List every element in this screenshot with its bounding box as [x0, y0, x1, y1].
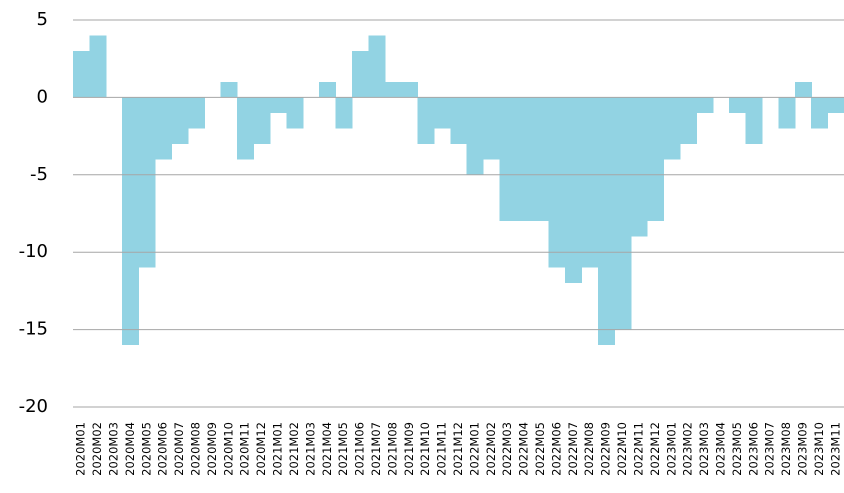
area-step: [532, 97, 550, 222]
area-step: [581, 97, 599, 268]
area-step: [450, 97, 468, 144]
x-tick-label: 2022M08: [582, 422, 596, 476]
x-tick-label: 2021M02: [287, 422, 301, 476]
y-tick-label: 5: [37, 9, 48, 30]
y-tick-label: 0: [37, 86, 48, 107]
x-tick-label: 2022M03: [500, 422, 514, 476]
area-step: [401, 81, 419, 98]
x-tick-label: 2023M03: [697, 422, 711, 476]
x-tick-label: 2021M12: [451, 422, 465, 476]
area-step: [286, 97, 304, 129]
x-tick-label: 2020M11: [238, 422, 252, 476]
x-tick-label: 2020M03: [107, 422, 121, 476]
x-tick-label: 2021M08: [385, 422, 399, 476]
area-step: [138, 97, 156, 268]
x-tick-label: 2021M10: [418, 422, 432, 476]
x-tick-label: 2021M07: [369, 422, 383, 476]
area-step: [499, 97, 517, 222]
area-step: [417, 97, 435, 144]
x-tick-label: 2023M04: [713, 422, 727, 476]
x-tick-label: 2020M02: [90, 422, 104, 476]
area-step: [745, 97, 763, 144]
area-step: [597, 97, 615, 346]
area-step: [269, 97, 287, 113]
x-tick-label: 2020M10: [221, 422, 235, 476]
area-step: [811, 97, 829, 129]
area-step: [433, 97, 451, 129]
area-step: [466, 97, 484, 175]
x-tick-label: 2022M10: [615, 422, 629, 476]
area-step: [696, 97, 714, 113]
area-step: [794, 81, 812, 98]
x-tick-label: 2021M06: [353, 422, 367, 476]
area-step: [335, 97, 353, 129]
area-step: [778, 97, 796, 129]
y-tick-label: -20: [19, 396, 48, 417]
x-tick-label: 2023M01: [664, 422, 678, 476]
x-tick-label: 2022M07: [566, 422, 580, 476]
area-step: [729, 97, 747, 113]
area-step: [827, 97, 844, 113]
x-tick-label: 2023M11: [828, 422, 842, 476]
x-tick-label: 2020M08: [189, 422, 203, 476]
area-step: [614, 97, 632, 330]
x-tick-label: 2021M01: [271, 422, 285, 476]
x-tick-label: 2020M07: [172, 422, 186, 476]
area-step: [548, 97, 566, 268]
area-step: [679, 97, 697, 144]
x-tick-label: 2022M04: [517, 422, 531, 476]
x-tick-label: 2022M02: [484, 422, 498, 476]
area-step: [122, 97, 140, 346]
x-tick-label: 2021M09: [402, 422, 416, 476]
x-tick-label: 2022M12: [648, 422, 662, 476]
x-tick-label: 2023M07: [763, 422, 777, 476]
area-step: [483, 97, 501, 160]
x-tick-label: 2021M11: [435, 422, 449, 476]
x-tick-label: 2022M06: [549, 422, 563, 476]
x-tick-label: 2023M09: [795, 422, 809, 476]
area-step: [171, 97, 189, 144]
x-tick-label: 2020M09: [205, 422, 219, 476]
x-tick-label: 2020M05: [139, 422, 153, 476]
x-tick-label: 2021M03: [303, 422, 317, 476]
area-step: [89, 35, 107, 98]
area-step: [155, 97, 173, 160]
area-step: [73, 50, 91, 98]
area-step: [368, 35, 386, 98]
area-step: [319, 81, 337, 98]
area-step: [253, 97, 271, 144]
x-tick-label: 2020M06: [156, 422, 170, 476]
x-tick-label: 2022M11: [631, 422, 645, 476]
area-step: [220, 81, 238, 98]
area-step: [351, 50, 369, 98]
x-tick-label: 2021M05: [336, 422, 350, 476]
x-tick-label: 2022M05: [533, 422, 547, 476]
x-tick-label: 2022M01: [467, 422, 481, 476]
x-tick-label: 2020M01: [74, 422, 88, 476]
area-step: [663, 97, 681, 160]
area-step: [237, 97, 255, 160]
area-step: [384, 81, 402, 98]
x-tick-label: 2022M09: [599, 422, 613, 476]
area-step: [647, 97, 665, 222]
x-tick-label: 2020M12: [254, 422, 268, 476]
area-step: [187, 97, 205, 129]
x-tick-label: 2023M06: [746, 422, 760, 476]
area-step: [630, 97, 648, 237]
x-tick-label: 2021M04: [320, 422, 334, 476]
y-tick-label: -10: [19, 241, 48, 262]
x-tick-label: 2023M08: [779, 422, 793, 476]
x-tick-label: 2023M10: [812, 422, 826, 476]
y-tick-label: -15: [19, 319, 48, 340]
area-step: [565, 97, 583, 284]
x-tick-label: 2020M04: [123, 422, 137, 476]
x-tick-label: 2023M02: [681, 422, 695, 476]
area-step: [515, 97, 533, 222]
x-tick-label: 2023M05: [730, 422, 744, 476]
y-tick-label: -5: [30, 164, 48, 185]
